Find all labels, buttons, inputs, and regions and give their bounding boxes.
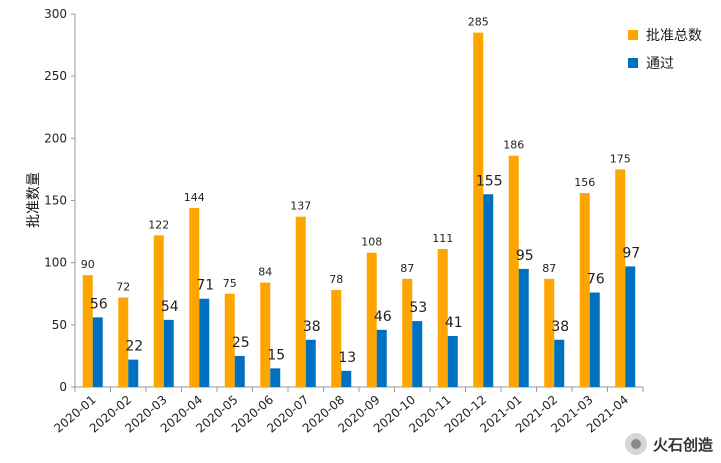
data-label-passed: 38 <box>303 319 321 335</box>
bar-passed <box>341 370 352 387</box>
data-label-passed: 13 <box>338 350 356 366</box>
bar-total <box>118 297 129 387</box>
bar-passed <box>554 339 565 387</box>
data-label-passed: 25 <box>232 335 250 351</box>
data-label-passed: 56 <box>90 296 108 312</box>
bar-total <box>331 290 342 387</box>
y-tick-label: 50 <box>52 318 67 332</box>
y-tick-label: 250 <box>44 69 67 83</box>
y-tick-label: 200 <box>44 131 67 145</box>
data-label-total: 144 <box>184 191 205 204</box>
data-label-passed: 41 <box>445 315 463 331</box>
x-axis: 2020-012020-022020-032020-042020-052020-… <box>51 386 644 436</box>
wechat-logo-icon <box>624 433 647 455</box>
data-label-total: 87 <box>542 262 556 275</box>
bar-passed <box>128 359 139 387</box>
data-label-total: 75 <box>223 277 237 290</box>
bar-total <box>437 248 448 387</box>
data-label-passed: 53 <box>409 300 427 316</box>
data-label-passed: 54 <box>161 299 179 315</box>
bar-total <box>544 278 555 387</box>
bar-passed <box>163 319 174 387</box>
y-tick-label: 300 <box>44 7 67 21</box>
bar-total <box>82 275 93 387</box>
data-label-passed: 76 <box>587 272 605 288</box>
data-label-total: 90 <box>81 258 95 271</box>
data-label-passed: 95 <box>516 248 534 264</box>
bar-passed <box>625 266 636 387</box>
data-label-total: 108 <box>361 236 382 249</box>
data-label-total: 285 <box>468 16 489 29</box>
bar-passed <box>270 368 281 387</box>
data-labels-group: 90 56 72 22 122 54 144 71 75 25 84 15 137 38 78 13 108 46… <box>81 16 640 366</box>
data-label-passed: 46 <box>374 309 392 325</box>
bar-total <box>260 282 271 387</box>
legend-label: 批准总数 <box>646 28 702 44</box>
data-label-passed: 71 <box>196 278 214 294</box>
legend-swatch <box>628 30 638 40</box>
y-tick-label: 0 <box>59 380 67 394</box>
data-label-total: 122 <box>148 218 169 231</box>
data-label-passed: 155 <box>476 173 503 189</box>
bar-total <box>508 155 519 387</box>
bar-total <box>615 169 626 387</box>
data-label-passed: 15 <box>267 347 285 363</box>
y-tick-label: 100 <box>44 256 67 270</box>
data-label-total: 156 <box>574 176 595 189</box>
data-label-total: 87 <box>400 262 414 275</box>
data-label-passed: 97 <box>622 245 640 261</box>
bar-passed <box>199 298 210 387</box>
bar-passed <box>589 292 600 387</box>
bar-passed <box>518 268 529 387</box>
bar-passed <box>376 329 387 387</box>
bar-passed <box>92 317 103 387</box>
data-label-total: 186 <box>503 139 524 152</box>
data-label-passed: 22 <box>125 339 143 355</box>
bar-total <box>473 32 484 388</box>
bar-total <box>295 216 306 387</box>
legend-label: 通过 <box>646 56 674 72</box>
y-axis: 0 50 100 150 200 250 300 <box>44 7 76 394</box>
watermark: 火石创造 <box>624 433 713 455</box>
data-label-total: 137 <box>290 200 311 213</box>
watermark-text: 火石创造 <box>652 435 713 454</box>
bar-passed <box>483 194 494 387</box>
legend-swatch <box>628 58 638 68</box>
y-tick-label: 150 <box>44 194 67 208</box>
bar-total <box>153 235 164 387</box>
data-label-total: 84 <box>258 266 272 279</box>
data-label-total: 175 <box>610 152 631 165</box>
bar-total <box>189 207 200 387</box>
bar-passed <box>305 339 316 387</box>
bar-passed <box>234 355 245 387</box>
bar-total <box>579 193 590 387</box>
bars-group <box>82 32 636 388</box>
bar-total <box>366 252 377 387</box>
data-label-total: 78 <box>329 273 343 286</box>
y-axis-label: 批准数量 <box>26 172 42 228</box>
data-label-total: 72 <box>116 280 130 293</box>
bar-total <box>224 293 235 387</box>
bar-passed <box>447 336 458 387</box>
data-label-total: 111 <box>432 232 453 245</box>
data-label-passed: 38 <box>551 319 569 335</box>
bar-total <box>402 278 413 387</box>
bar-passed <box>412 321 423 387</box>
